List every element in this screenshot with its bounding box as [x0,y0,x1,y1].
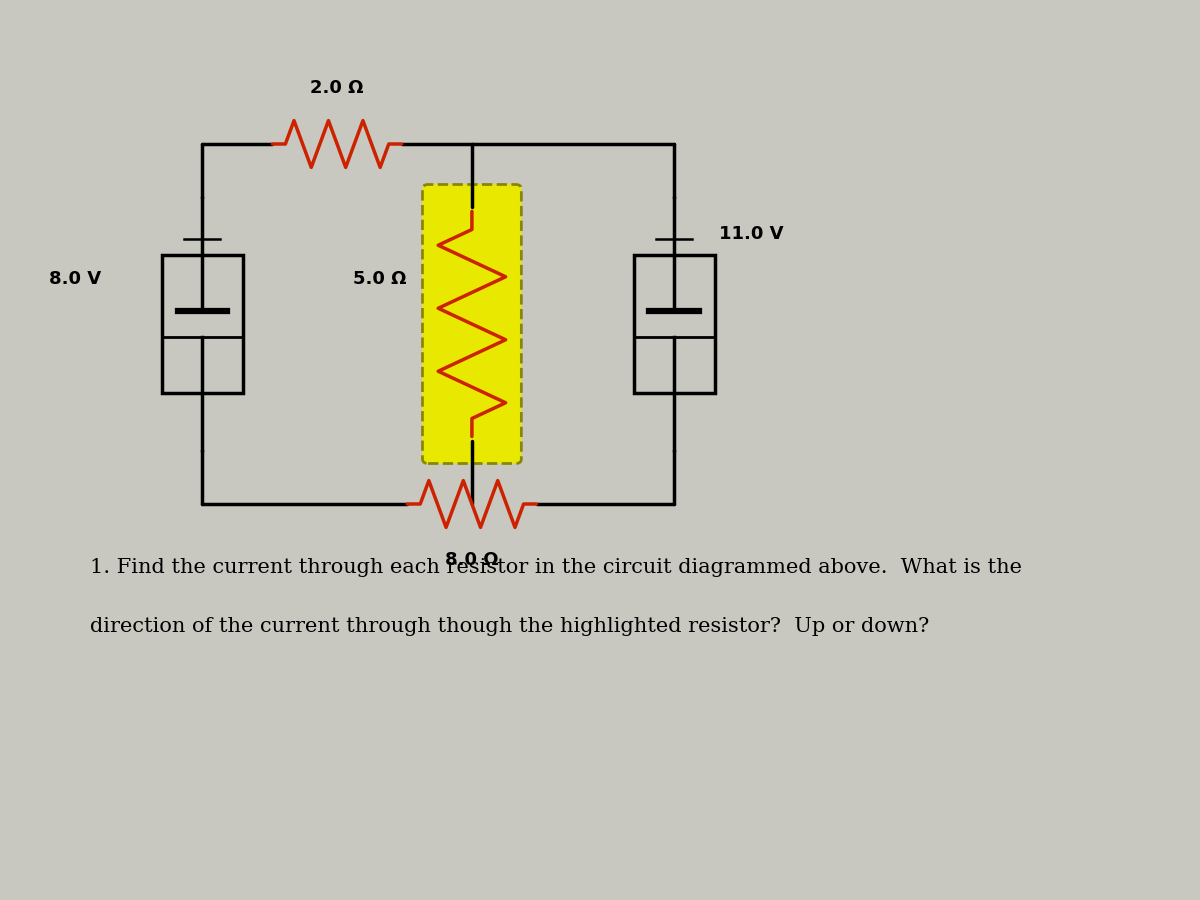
Bar [634,255,715,393]
FancyBboxPatch shape [422,184,521,464]
Text: 8.0 V: 8.0 V [49,270,101,288]
Text: 2.0 Ω: 2.0 Ω [311,79,364,97]
Text: 8.0 Ω: 8.0 Ω [445,551,499,569]
Text: direction of the current through though the highlighted resistor?  Up or down?: direction of the current through though … [90,616,929,635]
Bar [162,255,242,393]
Text: 1. Find the current through each resistor in the circuit diagrammed above.  What: 1. Find the current through each resisto… [90,558,1022,577]
Text: 11.0 V: 11.0 V [719,225,784,243]
Text: 5.0 Ω: 5.0 Ω [353,270,407,288]
